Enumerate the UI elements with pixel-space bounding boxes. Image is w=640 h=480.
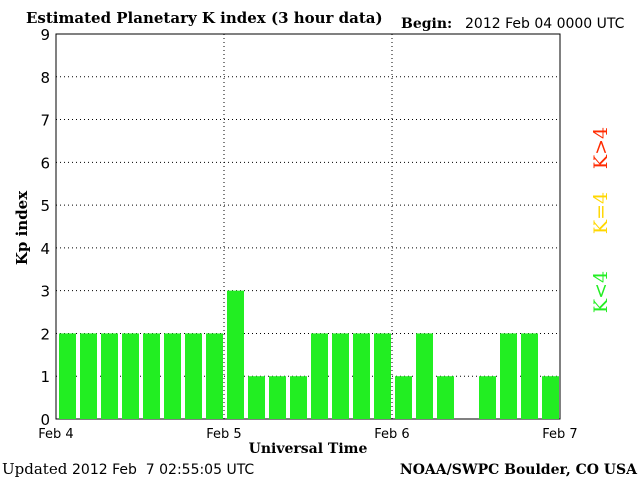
y-tick-label: 7 [40, 112, 50, 130]
kp-bar [185, 333, 202, 419]
kp-bar [479, 376, 496, 419]
kp-bar [269, 376, 286, 419]
y-tick-label: 6 [40, 154, 50, 172]
kp-bar [143, 333, 160, 419]
y-tick-label: 3 [40, 283, 50, 301]
kp-bar [206, 333, 223, 419]
source-credit: NOAA/SWPC Boulder, CO USA [400, 462, 638, 478]
bars-group [59, 290, 559, 419]
kp-bar [521, 333, 538, 419]
begin-value: 2012 Feb 04 0000 UTC [465, 16, 625, 32]
begin-label: Begin: [401, 16, 452, 32]
kp-bar [164, 333, 181, 419]
kp-bar [374, 333, 391, 419]
kp-bar [59, 333, 76, 419]
kp-bar [290, 376, 307, 419]
y-tick-label: 0 [40, 411, 50, 429]
kp-bar [353, 333, 370, 419]
updated-value: 2012 Feb 7 02:55:05 UTC [72, 462, 254, 478]
y-tick-labels: 0 1 2 3 4 5 6 7 8 9 [40, 26, 50, 429]
kp-bar [437, 376, 454, 419]
y-tick-label: 4 [40, 240, 50, 258]
x-tick-labels: Feb 4 Feb 5 Feb 6 Feb 7 [38, 427, 577, 442]
legend-k-less-4: K<4 [590, 271, 612, 313]
kp-bar [542, 376, 559, 419]
kp-bar [101, 333, 118, 419]
y-tick-label: 8 [40, 69, 50, 87]
x-tick-label: Feb 7 [542, 427, 577, 442]
kp-bar [122, 333, 139, 419]
x-tick-label: Feb 4 [38, 427, 73, 442]
kp-bar [80, 333, 97, 419]
kp-bar [227, 290, 244, 419]
kp-bar [395, 376, 412, 419]
kp-bar [248, 376, 265, 419]
kp-bar [311, 333, 328, 419]
kp-bar [416, 333, 433, 419]
plot-frame [55, 33, 561, 420]
grid-lines [56, 34, 560, 419]
kp-bar [500, 333, 517, 419]
x-tick-label: Feb 6 [374, 427, 409, 442]
chart-title: Estimated Planetary K index (3 hour data… [26, 9, 383, 27]
x-tick-label: Feb 5 [206, 427, 241, 442]
legend-k-greater-4: K>4 [590, 127, 612, 169]
y-tick-label: 9 [40, 26, 50, 44]
y-axis-label: Kp index [13, 190, 31, 265]
x-axis-label: Universal Time [249, 441, 368, 457]
kp-bar [332, 333, 349, 419]
y-tick-label: 2 [40, 325, 50, 343]
y-tick-label: 5 [40, 197, 50, 215]
updated-label: Updated [2, 460, 68, 478]
legend-k-equal-4: K=4 [590, 192, 612, 234]
y-tick-label: 1 [40, 368, 50, 386]
